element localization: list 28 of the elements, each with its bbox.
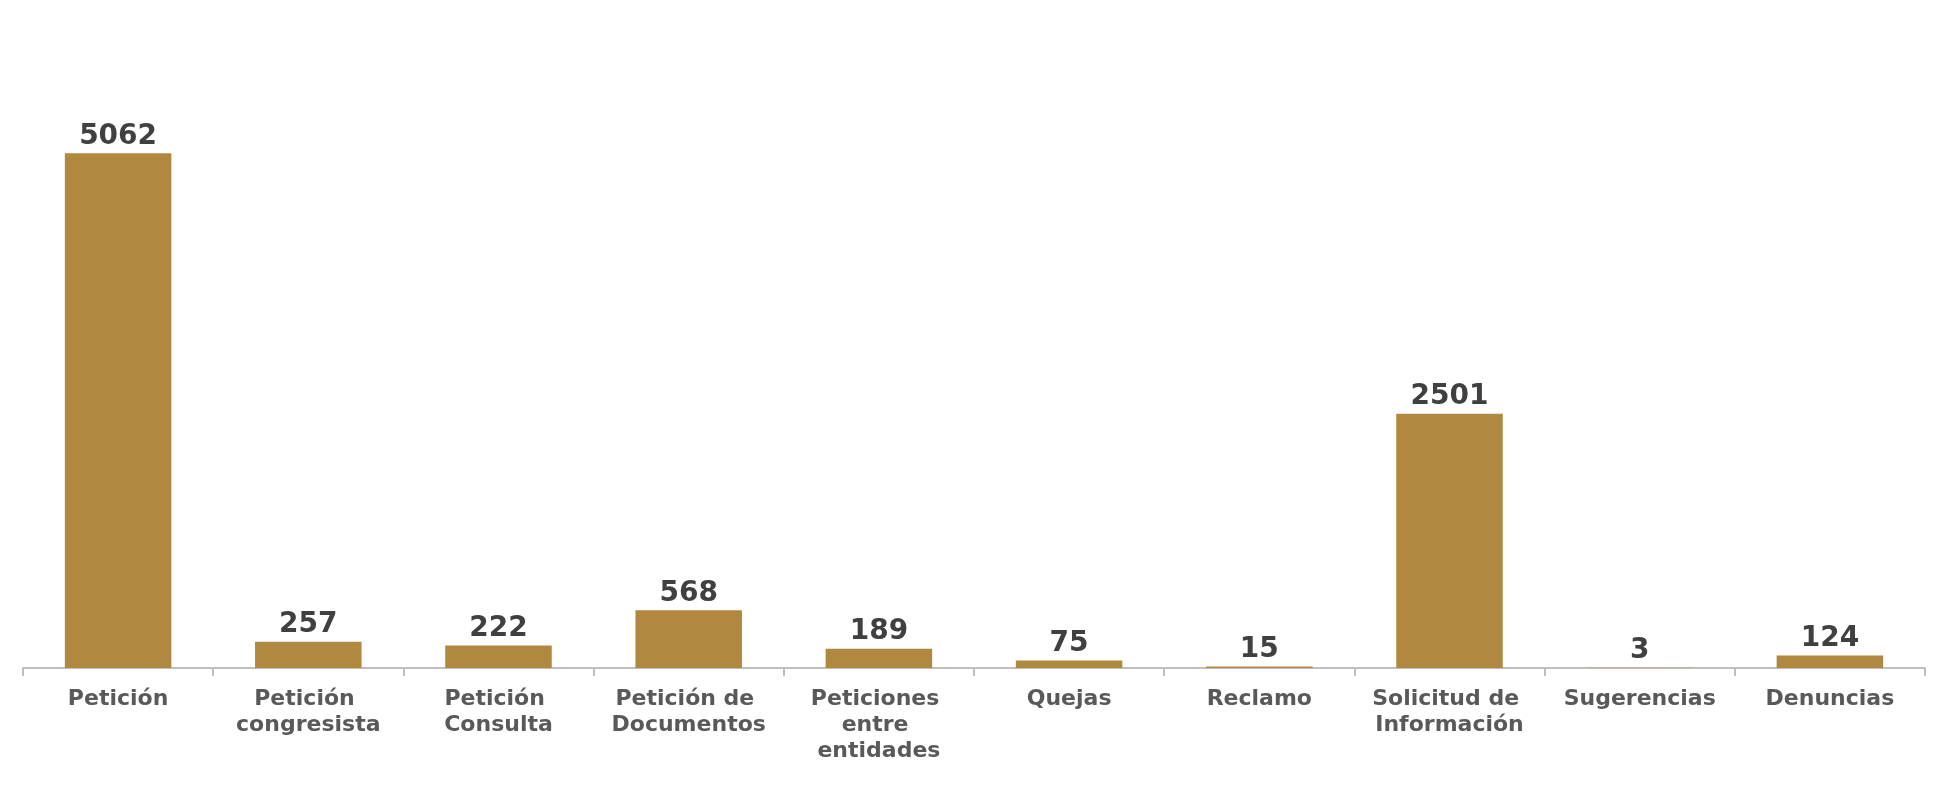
x-tick-label: Solicitud de Información	[1372, 684, 1527, 736]
x-tick-label: Sugerencias	[1563, 684, 1716, 710]
x-tick-label: Petición	[67, 684, 169, 710]
bar	[1015, 660, 1123, 668]
x-tick-label: Petición Consulta	[444, 684, 553, 736]
data-label: 2501	[1410, 378, 1489, 412]
x-tick-label: Denuncias	[1765, 684, 1895, 710]
bar	[255, 641, 362, 668]
data-label: 75	[1049, 624, 1089, 658]
data-label: 257	[279, 606, 338, 640]
data-label: 568	[659, 574, 718, 608]
bar	[64, 153, 172, 668]
bar	[445, 645, 552, 668]
x-tick-label: Petición de Documentos	[611, 684, 766, 736]
bar	[635, 610, 742, 668]
bar	[825, 648, 933, 668]
bar	[1776, 655, 1884, 668]
data-label: 5062	[79, 117, 158, 151]
x-tick-label: Peticiones entre entidades	[810, 684, 947, 762]
x-tick-label: Reclamo	[1206, 684, 1312, 710]
data-label: 3	[1629, 632, 1650, 666]
data-label: 189	[849, 613, 909, 647]
data-label: 15	[1239, 630, 1279, 664]
data-label: 222	[469, 609, 528, 643]
x-tick-label: Petición congresista	[236, 684, 381, 736]
data-label: 124	[1800, 619, 1860, 653]
bar	[1396, 413, 1503, 668]
x-tick-label: Quejas	[1026, 684, 1112, 710]
